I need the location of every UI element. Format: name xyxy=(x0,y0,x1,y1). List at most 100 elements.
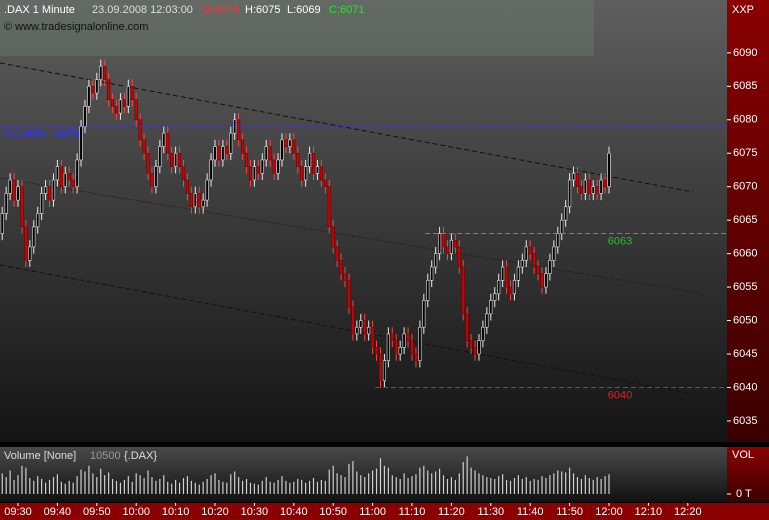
candle-body xyxy=(71,179,75,188)
candle-body xyxy=(567,179,572,208)
y-tick-label: 6090 xyxy=(733,47,757,59)
y-tick-label: 6080 xyxy=(733,114,757,126)
candle-body xyxy=(418,326,422,361)
candle-body xyxy=(327,186,331,228)
x-tick-label: 10:10 xyxy=(162,506,190,518)
candle-body xyxy=(477,340,481,355)
candle-body xyxy=(256,166,260,174)
candle-body xyxy=(36,213,40,228)
high-label: H:6075 xyxy=(245,4,280,16)
x-tick-label: 10:20 xyxy=(201,506,229,518)
candle-body xyxy=(583,179,587,194)
x-tick-label: 10:50 xyxy=(319,506,347,518)
candle-body xyxy=(591,186,595,194)
volume-tick-label: 0 T xyxy=(736,488,752,500)
candle-body xyxy=(311,152,316,174)
candle-body xyxy=(485,313,489,328)
candle-body xyxy=(28,246,32,261)
candle-body xyxy=(20,186,24,228)
y-tick-label: 6045 xyxy=(733,348,757,360)
x-tick-label: 09:30 xyxy=(4,506,32,518)
candle-body xyxy=(126,86,130,107)
trend-line xyxy=(0,177,701,294)
candle-body xyxy=(284,139,288,147)
trend-line xyxy=(0,264,694,395)
candle-body xyxy=(146,152,150,174)
candle-body xyxy=(378,353,383,382)
candle-body xyxy=(489,300,493,315)
candle-body xyxy=(532,253,536,268)
candle-body xyxy=(12,179,16,201)
candle-body xyxy=(32,226,36,248)
candle-body xyxy=(307,152,312,167)
candle-body xyxy=(343,273,347,281)
candle-body xyxy=(138,119,142,141)
candle-body xyxy=(390,333,394,341)
candle-body xyxy=(319,166,323,181)
candle-body xyxy=(603,179,607,188)
level-label: 6063 xyxy=(608,235,632,247)
y-tick-label: 6040 xyxy=(733,381,757,393)
candle-body xyxy=(351,306,355,335)
marks xyxy=(0,59,611,494)
candle-body xyxy=(4,193,8,214)
candle-body xyxy=(268,146,272,161)
candle-body xyxy=(560,219,564,234)
candle-body xyxy=(24,226,28,261)
candle-body xyxy=(300,166,304,181)
candle-body xyxy=(221,146,225,161)
y-tick-label: 6060 xyxy=(733,248,757,260)
candle-body xyxy=(406,333,410,341)
candle-body xyxy=(493,293,497,301)
x-tick-label: 11:50 xyxy=(556,506,583,518)
level-label: 200,00% - 6079 xyxy=(2,128,80,140)
candle-body xyxy=(465,313,469,341)
candle-body xyxy=(564,206,568,221)
candle-body xyxy=(114,106,119,114)
candle-body xyxy=(272,159,276,174)
candle-body xyxy=(162,132,166,147)
x-tick-label: 10:00 xyxy=(122,506,150,518)
x-tick-label: 11:20 xyxy=(438,506,465,518)
candle-body xyxy=(142,139,146,154)
candle-body xyxy=(154,166,158,188)
y-tick-label: 6070 xyxy=(733,181,757,193)
candle-body xyxy=(240,139,245,154)
candle-body xyxy=(55,166,60,181)
candle-body xyxy=(0,213,4,234)
x-tick-label: 10:40 xyxy=(280,506,308,518)
candle-body xyxy=(205,179,209,201)
candle-body xyxy=(292,139,296,154)
candle-body xyxy=(422,300,426,328)
candle-body xyxy=(441,233,446,248)
candle-body xyxy=(481,326,485,341)
candle-body xyxy=(213,146,217,161)
candle-body xyxy=(158,146,162,167)
candle-body xyxy=(170,152,174,167)
candle-body xyxy=(359,320,363,328)
candle-body xyxy=(150,173,154,188)
candle-body xyxy=(288,139,292,147)
axis-label: XXP xyxy=(732,4,754,16)
info-box xyxy=(0,0,594,56)
volume-axis xyxy=(727,447,769,502)
low-label: L:6069 xyxy=(287,4,321,16)
candle-body xyxy=(229,132,233,154)
candle-body xyxy=(252,166,257,181)
candle-body xyxy=(457,246,461,268)
candle-body xyxy=(91,86,95,94)
volume-value: 10500 xyxy=(90,450,121,462)
candle-body xyxy=(110,99,115,107)
x-tick-label: 11:00 xyxy=(359,506,386,518)
candle-body xyxy=(51,179,56,201)
candle-body xyxy=(579,186,584,194)
volume-panel xyxy=(0,447,727,502)
candle-body xyxy=(374,347,379,355)
candle-body xyxy=(434,253,438,268)
x-tick-label: 12:10 xyxy=(635,506,663,518)
candle-body xyxy=(410,340,414,355)
candle-body xyxy=(237,119,241,141)
candle-body xyxy=(95,79,99,94)
date: 23.09.2008 12:03:00 xyxy=(92,4,193,16)
